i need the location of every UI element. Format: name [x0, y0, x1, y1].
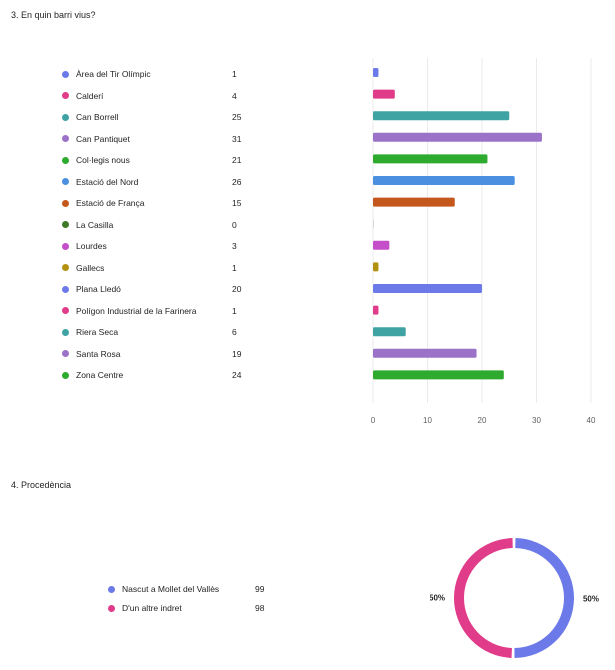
bar — [373, 284, 482, 293]
legend-label: La Casilla — [76, 219, 114, 230]
legend-count: 1 — [232, 69, 237, 79]
bar — [373, 197, 455, 207]
question-4-title: 4. Procedència — [11, 480, 72, 490]
legend-item: Riera Seca 6 — [62, 326, 262, 338]
legend-item: Calderí 4 — [62, 90, 262, 102]
legend-color-dot — [62, 264, 69, 271]
barri-bar-chart: 0 10 20 30 40 — [371, 58, 596, 425]
bar — [373, 154, 488, 164]
legend-label: Plana Lledó — [76, 284, 121, 294]
legend-item: Zona Centre 24 — [62, 369, 262, 381]
legend-label: Nascut a Mollet del Vallès — [122, 584, 220, 594]
legend-color-dot — [62, 70, 69, 78]
legend-count: 99 — [255, 584, 265, 594]
procedencia-donut-chart: 50% 50% — [430, 538, 599, 658]
legend-color-dot — [62, 221, 69, 228]
legend-item: Can Pantiquet 31 — [62, 133, 262, 145]
bar — [373, 219, 374, 229]
bar — [373, 240, 390, 250]
legend-color-dot — [62, 285, 69, 293]
legend-item: Polígon Industrial de la Farinera 1 — [62, 305, 262, 317]
donut-slice — [514, 538, 574, 658]
bar — [373, 370, 504, 380]
legend-color-dot — [62, 156, 69, 164]
legend-label: Estació de França — [76, 198, 145, 208]
legend-count: 1 — [232, 262, 237, 273]
legend-label: Àrea del Tir Olímpic — [76, 69, 151, 79]
legend-label: Santa Rosa — [76, 348, 121, 359]
legend-count: 21 — [232, 155, 242, 165]
legend-item: Estació de França 15 — [62, 197, 262, 209]
x-tick-label: 30 — [532, 416, 541, 425]
donut-data-label: 50% — [430, 593, 445, 602]
x-tick-label: 10 — [423, 416, 432, 425]
legend-item: Can Borrell 25 — [62, 111, 262, 123]
legend-color-dot — [62, 199, 69, 207]
legend-color-dot — [108, 585, 115, 593]
bar — [373, 348, 477, 358]
legend-count: 15 — [232, 198, 242, 208]
legend-item: Santa Rosa 19 — [62, 348, 262, 360]
bar — [373, 176, 515, 185]
legend-item: Nascut a Mollet del Vallès 99 — [108, 583, 278, 595]
legend-count: 20 — [232, 284, 242, 294]
legend-color-dot — [62, 135, 69, 142]
legend-count: 0 — [232, 219, 237, 230]
legend-label: Can Pantiquet — [76, 133, 130, 144]
legend-label: Zona Centre — [76, 370, 124, 380]
legend-color-dot — [62, 178, 69, 185]
bar — [373, 305, 379, 315]
legend-item: Àrea del Tir Olímpic 1 — [62, 68, 262, 80]
legend-label: Can Borrell — [76, 112, 119, 122]
legend-item: D'un altre indret 98 — [108, 602, 278, 614]
legend-label: Gallecs — [76, 262, 105, 273]
legend-label: Estació del Nord — [76, 176, 139, 187]
legend-item: Col·legis nous 21 — [62, 154, 262, 166]
legend-color-dot — [62, 92, 69, 99]
legend-count: 98 — [255, 603, 265, 613]
legend-count: 4 — [232, 90, 237, 101]
legend-label: Calderí — [76, 90, 104, 101]
legend-item: Lourdes 3 — [62, 240, 262, 252]
legend-item: Gallecs 1 — [62, 262, 262, 274]
legend-count: 1 — [232, 305, 237, 316]
legend-count: 19 — [232, 348, 242, 359]
donut-data-label: 50% — [583, 595, 599, 604]
legend-item: La Casilla 0 — [62, 219, 262, 231]
legend-item: Estació del Nord 26 — [62, 176, 262, 188]
legend-count: 24 — [232, 370, 242, 380]
legend-color-dot — [62, 328, 69, 336]
legend-count: 6 — [232, 327, 237, 337]
x-tick-label: 0 — [371, 416, 376, 425]
donut-slice — [454, 538, 513, 658]
legend-label: Col·legis nous — [76, 155, 130, 165]
legend-color-dot — [62, 350, 69, 357]
legend-color-dot — [62, 113, 69, 121]
legend-label: Riera Seca — [76, 327, 119, 337]
bar — [373, 132, 542, 142]
legend-count: 26 — [232, 176, 242, 187]
legend-label: Polígon Industrial de la Farinera — [76, 305, 197, 316]
legend-count: 31 — [232, 133, 242, 144]
x-tick-label: 20 — [478, 416, 487, 425]
legend-item: Plana Lledó 20 — [62, 283, 262, 295]
legend-label: Lourdes — [76, 241, 107, 251]
question-3-title: 3. En quin barri vius? — [11, 10, 96, 20]
bar — [373, 68, 379, 77]
bar — [373, 89, 395, 99]
legend-count: 3 — [232, 241, 237, 251]
legend-color-dot — [108, 604, 115, 612]
legend-count: 25 — [232, 112, 242, 122]
bar — [373, 262, 379, 272]
legend-color-dot — [62, 371, 69, 379]
legend-color-dot — [62, 307, 69, 314]
bar — [373, 111, 510, 121]
legend-label: D'un altre indret — [122, 603, 182, 613]
legend-color-dot — [62, 242, 69, 250]
x-tick-label: 40 — [587, 416, 596, 425]
bar — [373, 327, 406, 337]
